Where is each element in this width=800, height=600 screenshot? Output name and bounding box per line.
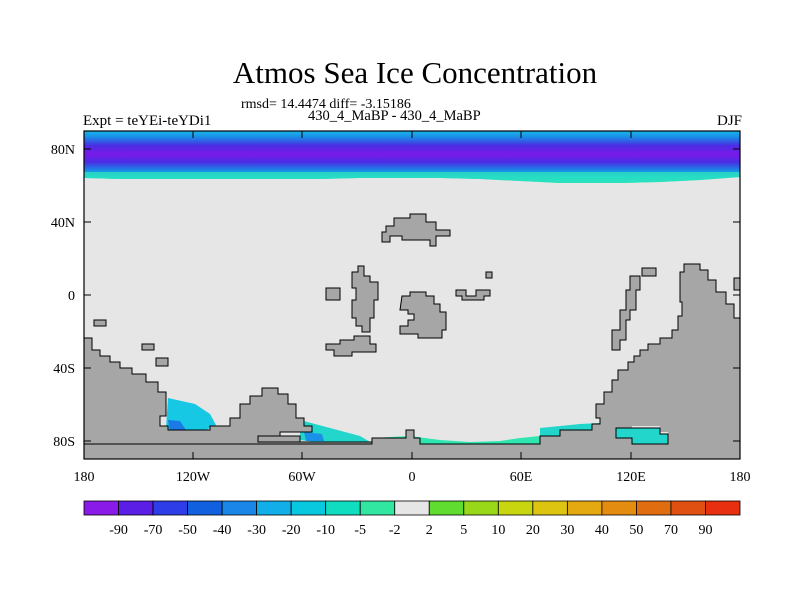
- colorbar-label: 90: [698, 523, 712, 538]
- land-island-small-6: [641, 267, 657, 277]
- colorbar-box: [670, 500, 706, 516]
- land-antarctica-center: [83, 263, 741, 460]
- colorbar-label: 30: [560, 523, 574, 538]
- colorbar-box: [428, 500, 465, 516]
- land-topright-fragment: [733, 277, 741, 291]
- land-south-america-north: [325, 335, 377, 357]
- land-north-america: [381, 213, 451, 247]
- colorbar-label: 40: [595, 523, 609, 538]
- colorbar: -90 -70 -50 -40 -30 -20 -10 -5 -2 2 5 10 20 30 40 50 70 9…: [83, 500, 741, 538]
- chart-title: Atmos Sea Ice Concentration: [232, 55, 598, 90]
- stats-line: rmsd= 14.4474 diff= -3.15186: [241, 97, 411, 112]
- axis-ticks: [83, 131, 741, 459]
- colorbar-label: -5: [354, 523, 366, 538]
- colorbar-box: [83, 500, 119, 516]
- colorbar-box: [394, 500, 430, 516]
- colorbar-label: 50: [629, 523, 643, 538]
- colorbar-label: 20: [526, 523, 540, 538]
- land-africa-fragment: [399, 291, 447, 339]
- colorbar-label: 70: [664, 523, 678, 538]
- land-antarctica-west-tongue: [257, 435, 301, 443]
- colorbar-box: [705, 500, 741, 516]
- colorbar-box: [497, 500, 534, 516]
- colorbar-box: [636, 500, 672, 516]
- y-tick-label: 40N: [51, 216, 75, 231]
- x-tick-label: 120E: [616, 470, 646, 485]
- colorbar-box: [256, 500, 292, 516]
- land-island-small-1: [325, 287, 341, 301]
- colorbar-box: [290, 500, 327, 516]
- land-island-small-4: [141, 343, 155, 351]
- colorbar-box: [359, 500, 396, 516]
- colorbar-label: -50: [178, 523, 197, 538]
- land-australia-west: [611, 275, 641, 351]
- antarctic-negative-ross-core: [304, 432, 324, 441]
- land-asia-east: [455, 289, 491, 301]
- y-tick-label: 40S: [53, 362, 75, 377]
- land-southwest-block: [83, 337, 381, 449]
- season-label: DJF: [716, 113, 742, 129]
- colorbar-label: -20: [282, 523, 301, 538]
- experiment-label: Expt = teYEi-teYDi1: [83, 113, 212, 129]
- colorbar-label: -2: [389, 523, 401, 538]
- x-tick-label: 0: [409, 470, 416, 485]
- colorbar-box: [463, 500, 499, 516]
- colorbar-label: -40: [213, 523, 232, 538]
- land-island-small-3: [93, 319, 107, 327]
- x-tick-label: 180: [74, 470, 95, 485]
- land-island-small-2: [485, 271, 493, 279]
- arctic-edge-cyan: [84, 172, 740, 183]
- colorbar-label: -30: [247, 523, 266, 538]
- colorbar-box: [325, 500, 361, 516]
- y-tick-label: 80S: [53, 435, 75, 450]
- arctic-negative-region: [84, 131, 740, 183]
- colorbar-label: 2: [426, 523, 433, 538]
- colorbar-box: [187, 500, 223, 516]
- x-tick-label: 180: [730, 470, 751, 485]
- colorbar-box: [118, 500, 154, 516]
- colorbar-box: [152, 500, 188, 516]
- colorbar-box: [532, 500, 568, 516]
- x-tick-label: 60W: [288, 470, 316, 485]
- x-tick-label: 60E: [510, 470, 533, 485]
- land-mask: [83, 213, 741, 460]
- colorbar-label: -10: [316, 523, 335, 538]
- antarctic-east-ice-tongue: [615, 427, 669, 445]
- y-tick-label: 0: [68, 289, 75, 304]
- colorbar-box: [601, 500, 637, 516]
- colorbar-box: [566, 500, 603, 516]
- colorbar-label: 10: [491, 523, 505, 538]
- land-europe-fragment: [351, 265, 379, 333]
- chart-subtitle: 430_4_MaBP - 430_4_MaBP: [308, 108, 481, 124]
- y-tick-label: 80N: [51, 143, 75, 158]
- colorbar-label: 5: [460, 523, 467, 538]
- antarctic-negative-west-core: [168, 420, 186, 432]
- colorbar-box: [221, 500, 258, 516]
- land-island-small-5: [155, 357, 169, 367]
- x-tick-label: 120W: [176, 470, 211, 485]
- colorbar-label: -90: [109, 523, 128, 538]
- colorbar-label: -70: [144, 523, 163, 538]
